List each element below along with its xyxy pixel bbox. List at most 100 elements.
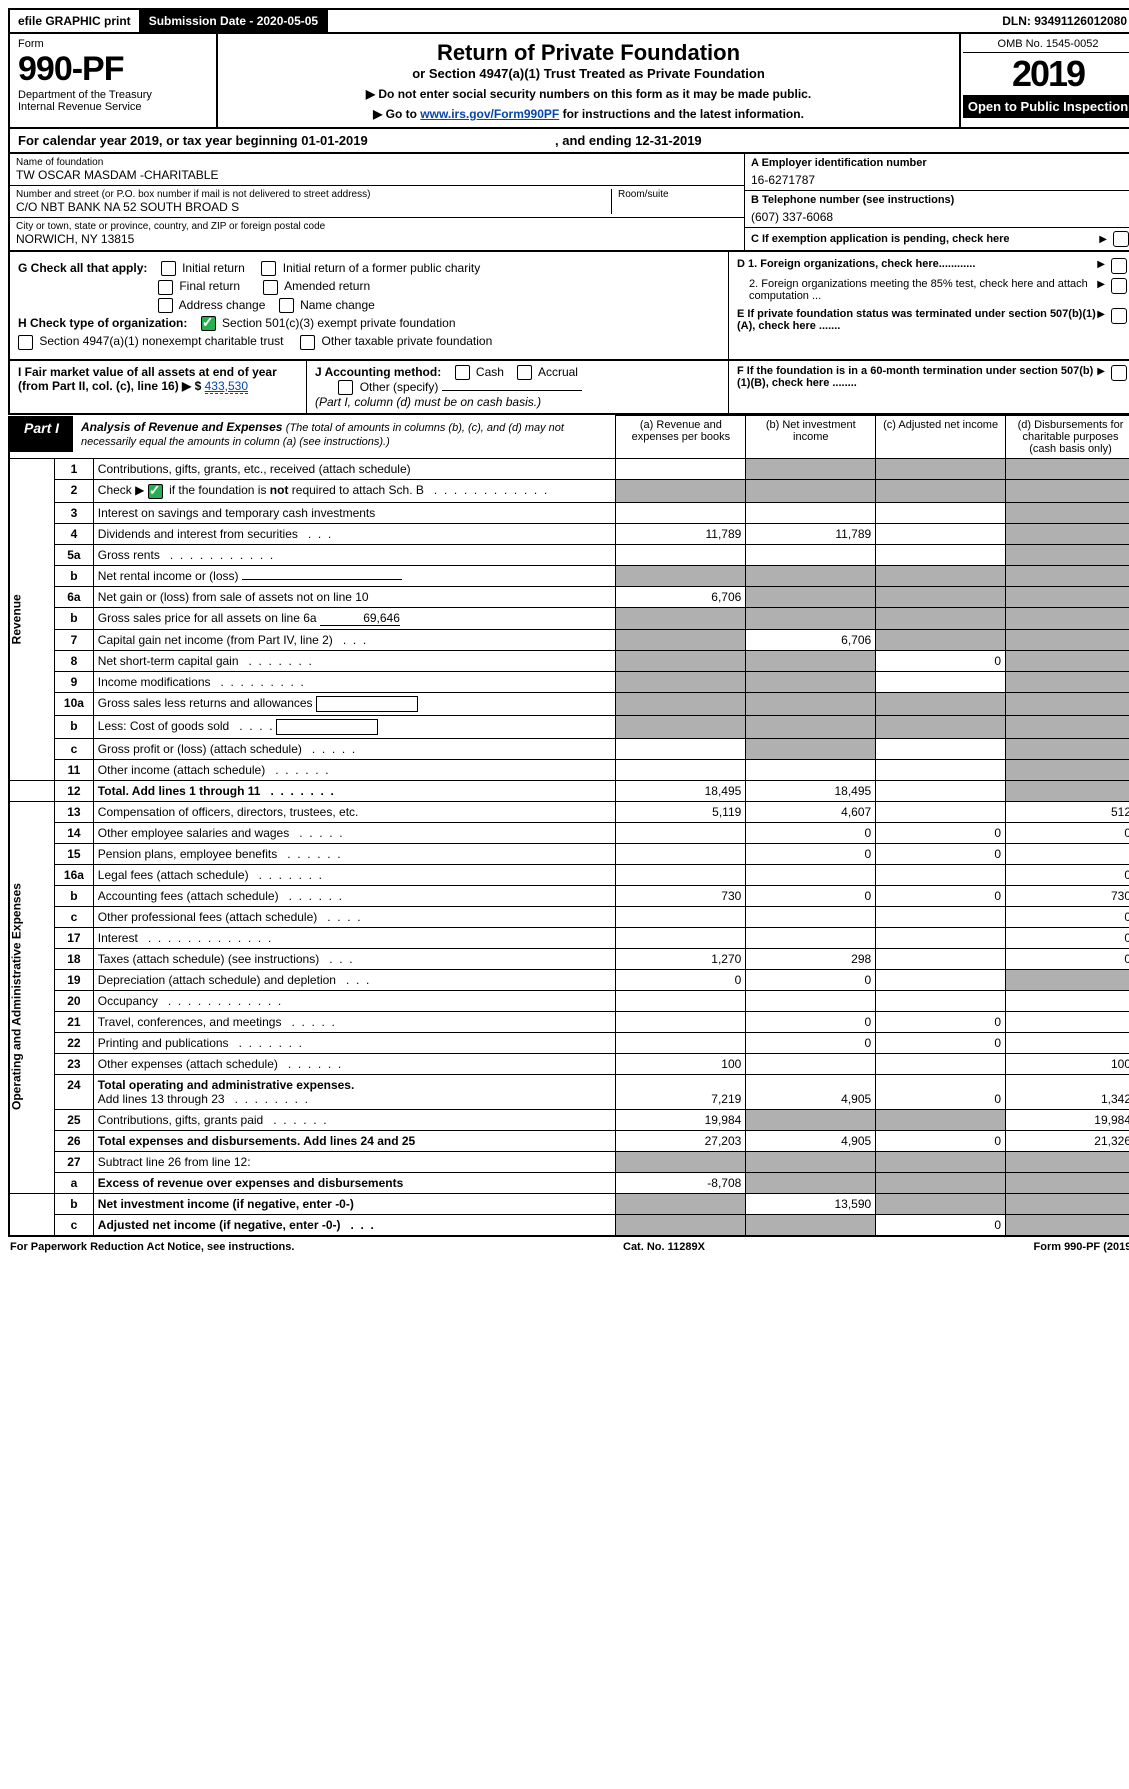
lineno: 4: [55, 523, 94, 544]
val-26a: 27,203: [616, 1130, 746, 1151]
h-501c3-checkbox[interactable]: [201, 316, 216, 331]
g-final-checkbox[interactable]: [158, 280, 173, 295]
val-25d: 19,984: [1006, 1109, 1129, 1130]
lineno: 24: [55, 1074, 94, 1109]
table-row: 7 Capital gain net income (from Part IV,…: [9, 629, 1129, 650]
table-row: a Excess of revenue over expenses and di…: [9, 1172, 1129, 1193]
part1-header-row: Part I Analysis of Revenue and Expenses …: [9, 416, 1129, 459]
top-bar: efile GRAPHIC print Submission Date - 20…: [8, 8, 1129, 34]
table-row: 21 Travel, conferences, and meetings . .…: [9, 1011, 1129, 1032]
footer-right: Form 990-PF (2019): [1034, 1241, 1129, 1253]
lineno: 11: [55, 759, 94, 780]
lineno: 3: [55, 502, 94, 523]
val-19b: 0: [746, 969, 876, 990]
table-row: b Gross sales price for all assets on li…: [9, 607, 1129, 629]
fmv-col2: J Accounting method: Cash Accrual Other …: [307, 361, 729, 414]
lineno: 9: [55, 671, 94, 692]
val-23d: 100: [1006, 1053, 1129, 1074]
org-info-right: A Employer identification number 16-6271…: [745, 154, 1129, 250]
j-accrual-checkbox[interactable]: [517, 365, 532, 380]
g-initial-former-checkbox[interactable]: [261, 261, 276, 276]
line-7: Capital gain net income (from Part IV, l…: [93, 629, 616, 650]
line-11: Other income (attach schedule) . . . . .…: [93, 759, 616, 780]
table-row: 4 Dividends and interest from securities…: [9, 523, 1129, 544]
table-row: b Less: Cost of goods sold . . . .: [9, 715, 1129, 738]
org-city: NORWICH, NY 13815: [16, 232, 738, 246]
header-left: Form 990-PF Department of the Treasury I…: [10, 34, 218, 127]
phone-value: (607) 337-6068: [751, 206, 1129, 224]
line-27a: Excess of revenue over expenses and disb…: [93, 1172, 616, 1193]
val-4b: 11,789: [746, 523, 876, 544]
fmv-row: I Fair market value of all assets at end…: [8, 361, 1129, 416]
val-16bd: 730: [1006, 885, 1129, 906]
lineno: b: [55, 885, 94, 906]
instr-1: ▶ Do not enter social security numbers o…: [226, 87, 951, 101]
table-row: 17 Interest . . . . . . . . . . . . . 0: [9, 927, 1129, 948]
line-6b: Gross sales price for all assets on line…: [93, 607, 616, 629]
g-address-checkbox[interactable]: [158, 298, 173, 313]
val-24b: 4,905: [746, 1074, 876, 1109]
table-row: 20 Occupancy . . . . . . . . . . . .: [9, 990, 1129, 1011]
table-row: 16a Legal fees (attach schedule) . . . .…: [9, 864, 1129, 885]
g-initial-checkbox[interactable]: [161, 261, 176, 276]
line-10a: Gross sales less returns and allowances: [93, 692, 616, 715]
phone-label: B Telephone number (see instructions): [751, 194, 1129, 206]
val-24c: 0: [876, 1074, 1006, 1109]
efile-label: efile GRAPHIC print: [10, 10, 141, 32]
lineno: 13: [55, 801, 94, 822]
table-row: c Gross profit or (loss) (attach schedul…: [9, 738, 1129, 759]
g-amended-checkbox[interactable]: [263, 280, 278, 295]
val-12b: 18,495: [746, 780, 876, 801]
line-22: Printing and publications . . . . . . .: [93, 1032, 616, 1053]
val-16ba: 730: [616, 885, 746, 906]
omb-number: OMB No. 1545-0052: [963, 36, 1129, 53]
g-name-checkbox[interactable]: [279, 298, 294, 313]
checks-left: G Check all that apply: Initial return I…: [10, 252, 729, 359]
val-21b: 0: [746, 1011, 876, 1032]
val-17d: 0: [1006, 927, 1129, 948]
val-7b: 6,706: [746, 629, 876, 650]
table-row: 10a Gross sales less returns and allowan…: [9, 692, 1129, 715]
fmv-value[interactable]: 433,530: [205, 379, 248, 394]
ein-cell: A Employer identification number 16-6271…: [745, 154, 1129, 191]
val-8c: 0: [876, 650, 1006, 671]
page-footer: For Paperwork Reduction Act Notice, see …: [8, 1237, 1129, 1257]
lineno: b: [55, 565, 94, 586]
val-27cc: 0: [876, 1214, 1006, 1236]
h-row2: Section 4947(a)(1) nonexempt charitable …: [18, 334, 720, 349]
line-16c: Other professional fees (attach schedule…: [93, 906, 616, 927]
line-18: Taxes (attach schedule) (see instruction…: [93, 948, 616, 969]
line-2-post: if the foundation is not required to att…: [169, 483, 547, 497]
c-checkbox[interactable]: [1113, 231, 1129, 247]
lineno: a: [55, 1172, 94, 1193]
lineno: 7: [55, 629, 94, 650]
header-right: OMB No. 1545-0052 2019 Open to Public In…: [961, 34, 1129, 127]
open-public: Open to Public Inspection: [963, 95, 1129, 118]
f-checkbox[interactable]: [1111, 365, 1127, 381]
line-19: Depreciation (attach schedule) and deple…: [93, 969, 616, 990]
h-501c3: Section 501(c)(3) exempt private foundat…: [222, 316, 455, 330]
h-4947-checkbox[interactable]: [18, 335, 33, 350]
line-5a: Gross rents . . . . . . . . . . .: [93, 544, 616, 565]
instr2-pre: ▶ Go to: [373, 107, 420, 121]
form-header: Form 990-PF Department of the Treasury I…: [8, 34, 1129, 129]
j-cash-checkbox[interactable]: [455, 365, 470, 380]
h-other-checkbox[interactable]: [300, 335, 315, 350]
d1-checkbox[interactable]: [1111, 258, 1127, 274]
footer-left: For Paperwork Reduction Act Notice, see …: [10, 1241, 294, 1253]
part1-title: Analysis of Revenue and Expenses: [81, 420, 282, 434]
table-row: c Adjusted net income (if negative, ente…: [9, 1214, 1129, 1236]
val-22c: 0: [876, 1032, 1006, 1053]
lineno: c: [55, 1214, 94, 1236]
d2-checkbox[interactable]: [1111, 278, 1127, 294]
calendar-year-row: For calendar year 2019, or tax year begi…: [8, 129, 1129, 154]
table-row: 11 Other income (attach schedule) . . . …: [9, 759, 1129, 780]
line-2-checkbox[interactable]: [148, 484, 163, 499]
name-label: Name of foundation: [16, 157, 738, 168]
form-link[interactable]: www.irs.gov/Form990PF: [420, 107, 559, 121]
val-13a: 5,119: [616, 801, 746, 822]
val-27aa: -8,708: [616, 1172, 746, 1193]
g-item-3: Amended return: [284, 279, 370, 293]
e-checkbox[interactable]: [1111, 308, 1127, 324]
j-other-checkbox[interactable]: [338, 380, 353, 395]
